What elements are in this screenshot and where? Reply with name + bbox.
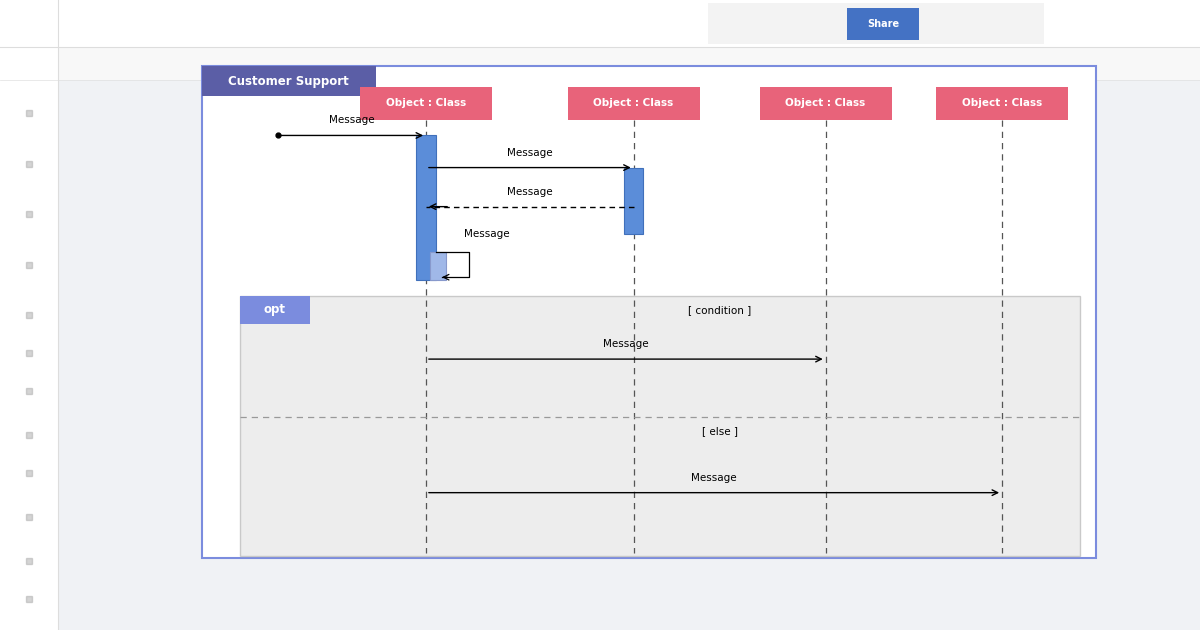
- Bar: [360, 87, 492, 120]
- Bar: [416, 135, 436, 280]
- Text: Message: Message: [464, 229, 510, 239]
- Bar: [708, 3, 1044, 44]
- Bar: [0, 47, 1200, 80]
- Bar: [568, 87, 700, 120]
- Text: Message: Message: [602, 339, 649, 349]
- Text: Share: Share: [868, 19, 899, 28]
- Bar: [624, 168, 643, 234]
- Bar: [936, 87, 1068, 120]
- Bar: [760, 87, 892, 120]
- Text: Message: Message: [691, 472, 737, 483]
- Bar: [202, 66, 376, 96]
- Text: Customer Support: Customer Support: [228, 75, 349, 88]
- Text: Message: Message: [506, 186, 553, 197]
- Text: opt: opt: [264, 304, 286, 316]
- Text: Message: Message: [329, 115, 376, 125]
- Text: [ else ]: [ else ]: [702, 426, 738, 436]
- Text: Object : Class: Object : Class: [594, 98, 673, 108]
- Bar: [0, 0, 58, 630]
- Bar: [0, 0, 1200, 47]
- Text: [ condition ]: [ condition ]: [689, 305, 751, 315]
- Bar: [240, 296, 1080, 556]
- Bar: [240, 296, 310, 324]
- Text: Object : Class: Object : Class: [386, 98, 466, 108]
- Bar: [431, 252, 446, 280]
- Text: Object : Class: Object : Class: [786, 98, 865, 108]
- Bar: [847, 8, 919, 40]
- Bar: [202, 66, 1096, 558]
- Text: Object : Class: Object : Class: [962, 98, 1042, 108]
- Text: Message: Message: [506, 147, 553, 158]
